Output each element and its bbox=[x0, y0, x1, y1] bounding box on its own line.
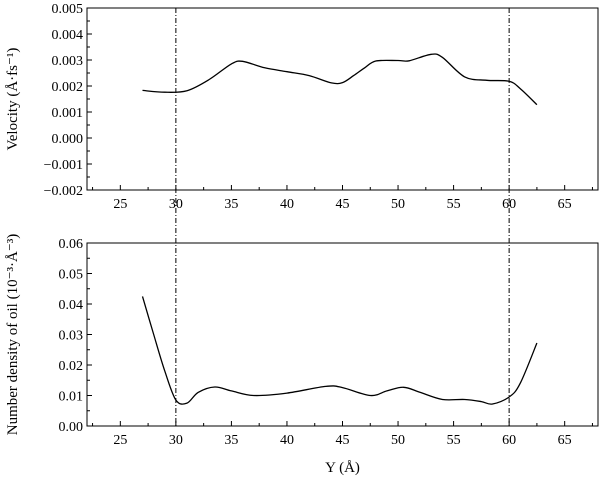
x-axis-title: Y (Å) bbox=[325, 460, 360, 476]
x-tick-label: 45 bbox=[336, 433, 350, 448]
x-tick-label: 60 bbox=[502, 197, 516, 212]
x-tick-label: 35 bbox=[224, 197, 238, 212]
y-tick-label: 0.005 bbox=[52, 2, 84, 17]
y-tick-label: 0.001 bbox=[52, 106, 84, 121]
y-tick-label: −0.002 bbox=[44, 184, 83, 199]
x-tick-label: 25 bbox=[113, 433, 127, 448]
x-tick-label: 30 bbox=[169, 433, 183, 448]
x-tick-label: 50 bbox=[391, 433, 405, 448]
x-tick-label: 40 bbox=[280, 433, 294, 448]
y-tick-label: 0.002 bbox=[52, 80, 84, 95]
y-tick-label: 0.000 bbox=[52, 132, 84, 147]
y-tick-label: 0.03 bbox=[59, 329, 84, 344]
x-tick-label: 45 bbox=[336, 197, 350, 212]
y-tick-label: 0.05 bbox=[59, 268, 84, 283]
y-axis-title-2: Number density of oil (10⁻³·Å⁻³) bbox=[5, 234, 21, 435]
y-tick-label: 0.00 bbox=[59, 420, 84, 435]
x-tick-label: 55 bbox=[447, 433, 461, 448]
x-tick-label: 35 bbox=[224, 433, 238, 448]
y-tick-label: −0.001 bbox=[44, 158, 83, 173]
x-tick-label: 60 bbox=[502, 433, 516, 448]
plot-frame-2 bbox=[86, 242, 599, 427]
y-tick-label: 0.02 bbox=[59, 359, 84, 374]
x-tick-label: 25 bbox=[113, 197, 127, 212]
y-tick-label: 0.06 bbox=[59, 237, 84, 252]
x-tick-label: 40 bbox=[280, 197, 294, 212]
y-tick-label: 0.01 bbox=[59, 390, 84, 405]
y-tick-label: 0.004 bbox=[52, 28, 84, 43]
x-tick-label: 55 bbox=[447, 197, 461, 212]
x-tick-label: 50 bbox=[391, 197, 405, 212]
series-line-2-1 bbox=[141, 296, 538, 405]
plot-frame-1 bbox=[86, 7, 599, 191]
series-line-1-1 bbox=[142, 53, 538, 106]
y-tick-label: 0.003 bbox=[52, 54, 84, 69]
x-tick-label: 65 bbox=[558, 433, 572, 448]
y-tick-label: 0.04 bbox=[59, 298, 84, 313]
x-tick-label: 65 bbox=[558, 197, 572, 212]
y-axis-title-1: Velocity (Å·fs⁻¹) bbox=[5, 48, 21, 151]
x-tick-label: 30 bbox=[169, 197, 183, 212]
